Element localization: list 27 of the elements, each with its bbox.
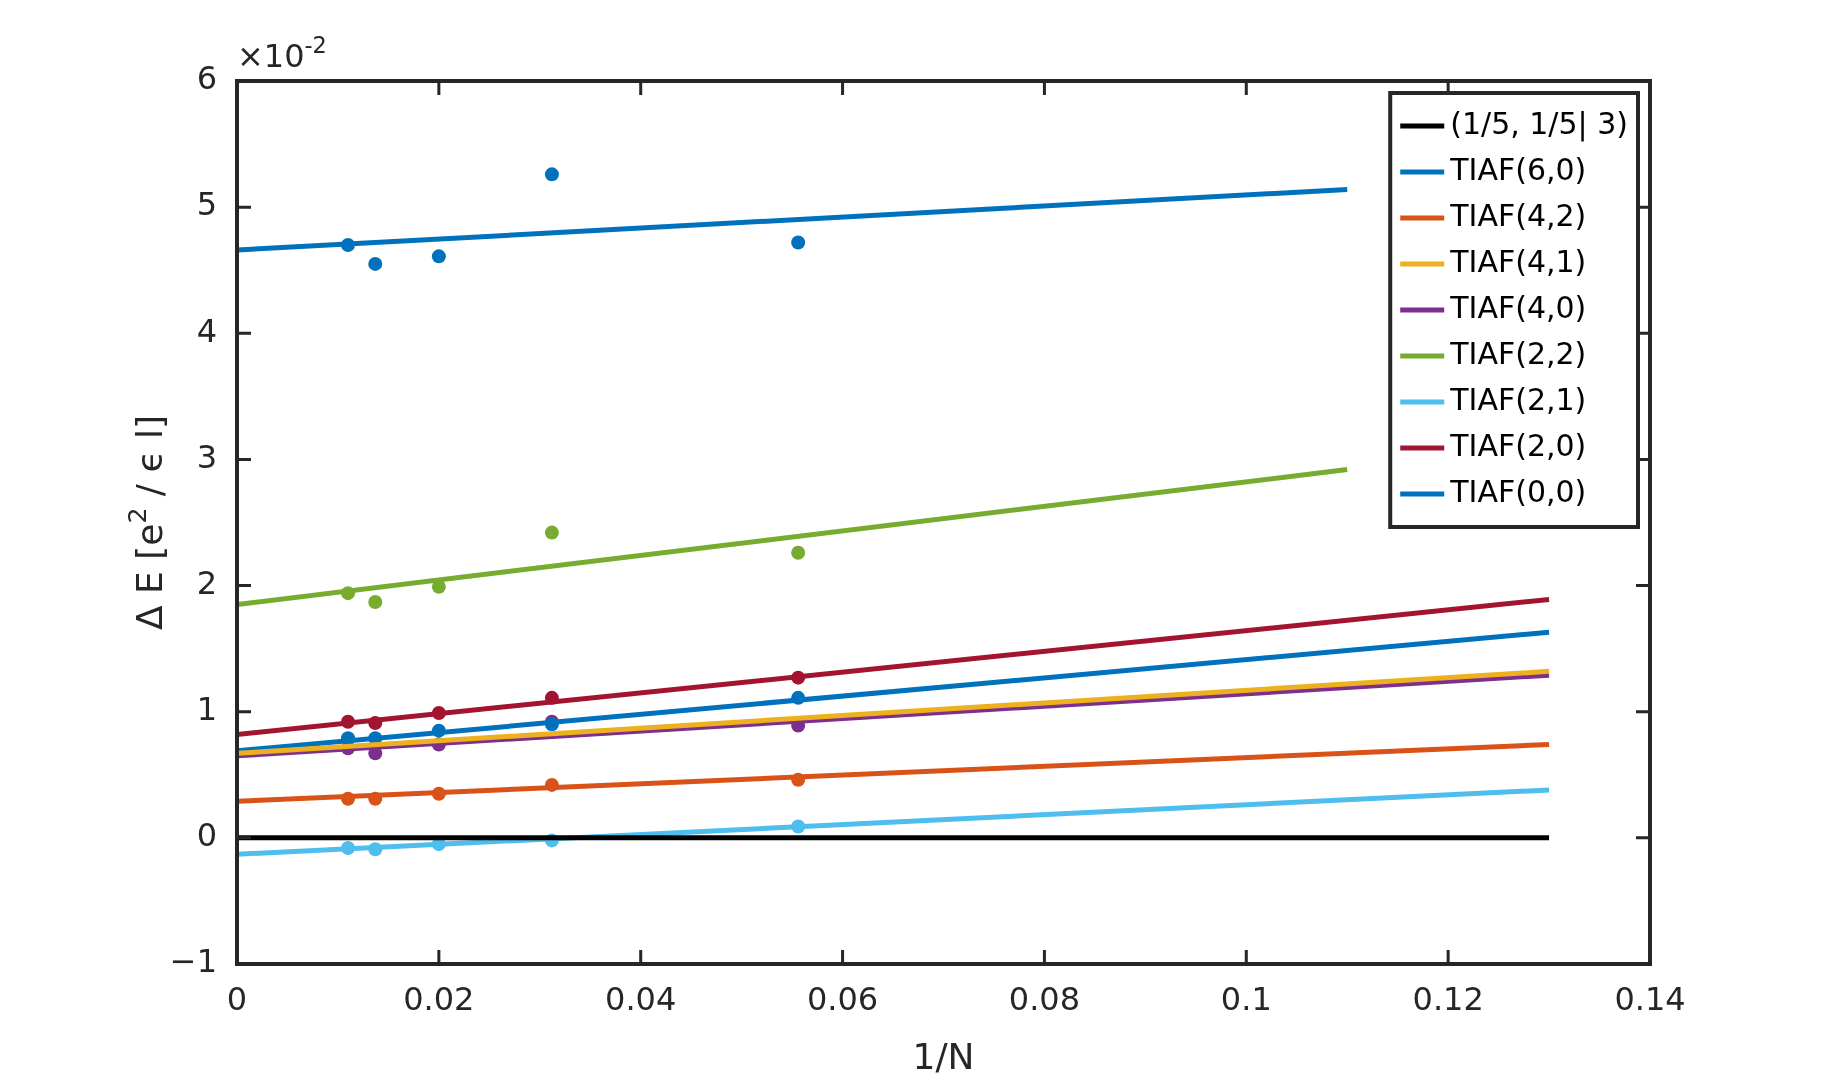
legend-label: TIAF(4,1) xyxy=(1449,243,1587,279)
legend-label: TIAF(0,0) xyxy=(1449,473,1587,509)
x-tick-label: 0.08 xyxy=(1008,979,1081,1018)
legend-label: TIAF(2,1) xyxy=(1449,381,1587,417)
y-tick-label: 2 xyxy=(196,563,217,602)
legend-label: TIAF(2,2) xyxy=(1449,335,1587,371)
x-tick-label: 0.02 xyxy=(403,979,475,1018)
y-tick-label: 4 xyxy=(196,311,217,350)
x-tick-label: 0.06 xyxy=(806,979,879,1018)
y-tick-label: 3 xyxy=(196,437,217,476)
x-tick-label: 0.14 xyxy=(1614,979,1686,1018)
y-tick-label: 1 xyxy=(196,690,217,729)
y-tick-label: 0 xyxy=(196,816,217,855)
x-tick-label: 0.12 xyxy=(1412,979,1484,1018)
y-tick-label: 6 xyxy=(196,59,217,98)
legend-label: (1/5, 1/5| 3) xyxy=(1450,105,1629,142)
x-tick-label: 0.04 xyxy=(605,979,677,1018)
legend-label: TIAF(4,2) xyxy=(1449,197,1587,233)
y-tick-label: 5 xyxy=(196,185,217,224)
legend-label: TIAF(6,0) xyxy=(1449,151,1587,187)
legend-label: TIAF(2,0) xyxy=(1449,427,1587,463)
legend-label: TIAF(4,0) xyxy=(1449,289,1587,325)
x-tick-label: 0.1 xyxy=(1220,979,1272,1018)
y-tick-label: −1 xyxy=(169,942,217,981)
x-axis-title: 1/N xyxy=(912,1036,975,1077)
y-axis-title: Δ E [e2 / ϵ l] xyxy=(122,414,170,631)
x-tick-label: 0 xyxy=(226,979,248,1018)
